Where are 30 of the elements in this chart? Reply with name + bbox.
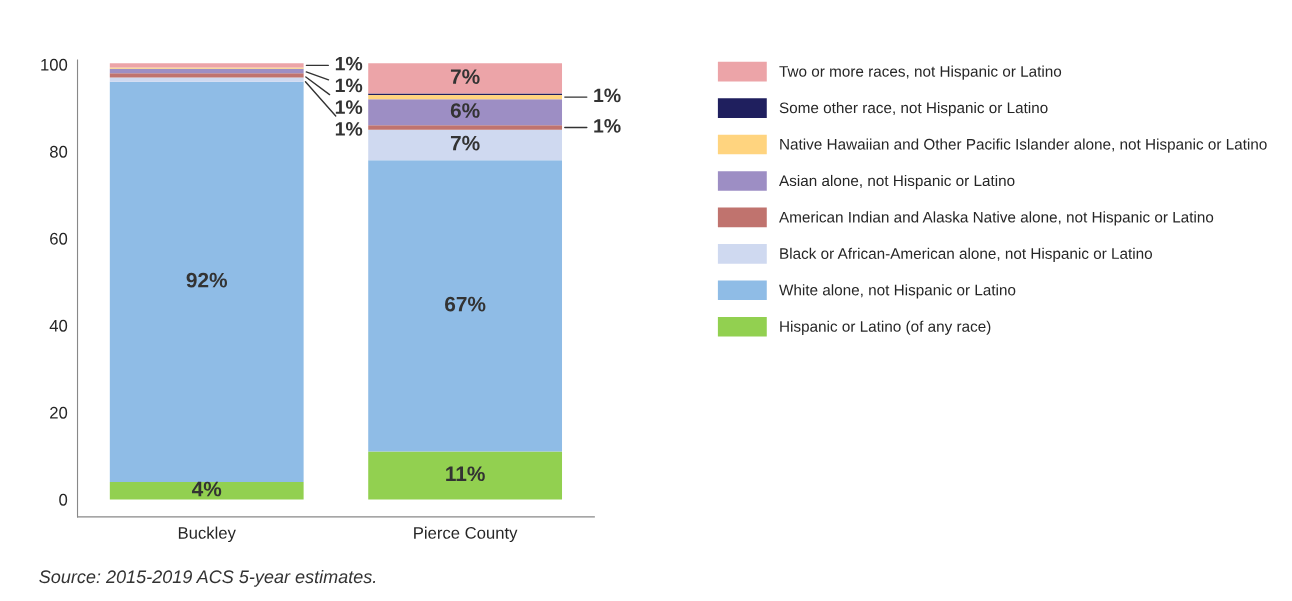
data-label: 1% xyxy=(594,119,621,133)
y-tick-label: 80 xyxy=(49,145,68,158)
y-tick-label: 40 xyxy=(49,319,68,332)
y-tick-label: 0 xyxy=(59,493,68,506)
data-label: 1% xyxy=(594,88,621,103)
legend-label: Some other race, not Hispanic or Latino xyxy=(779,102,1048,117)
legend-label: Two or more races, not Hispanic or Latino xyxy=(779,65,1062,80)
data-label: 1% xyxy=(335,56,363,71)
data-label: 11% xyxy=(446,466,485,482)
data-label: 1% xyxy=(335,100,363,114)
data-label: 7% xyxy=(450,135,480,151)
legend-label: White alone, not Hispanic or Latino xyxy=(779,284,1016,299)
y-tick-label: 60 xyxy=(50,232,68,245)
y-tick-label: 20 xyxy=(50,406,68,419)
data-label: 92% xyxy=(186,272,228,288)
legend-label: Hispanic or Latino (of any race) xyxy=(780,320,991,335)
data-label: 1% xyxy=(335,78,363,93)
data-label: 6% xyxy=(450,103,480,118)
data-label: 1% xyxy=(335,122,363,136)
data-label: 7% xyxy=(450,69,480,84)
legend-label: American Indian and Alaska Native alone, not Hispanic or Latino xyxy=(779,211,1214,226)
y-tick-label: 100 xyxy=(41,58,68,71)
legend-label: Native Hawaiian and Other Pacific Islander alone, not Hispanic or Latino xyxy=(780,138,1267,153)
data-label: 67% xyxy=(445,296,486,312)
legend-label: Asian alone, not Hispanic or Latino xyxy=(779,174,1015,190)
x-tick-label: Pierce County xyxy=(414,526,518,543)
legend-label: Black or African-American alone, not Hispanic or Latino xyxy=(780,247,1152,263)
x-tick-label: Buckley xyxy=(178,526,236,543)
data-label: 4% xyxy=(191,481,222,497)
source-note: Source: 2015-2019 ACS 5-year estimates. xyxy=(39,569,376,587)
